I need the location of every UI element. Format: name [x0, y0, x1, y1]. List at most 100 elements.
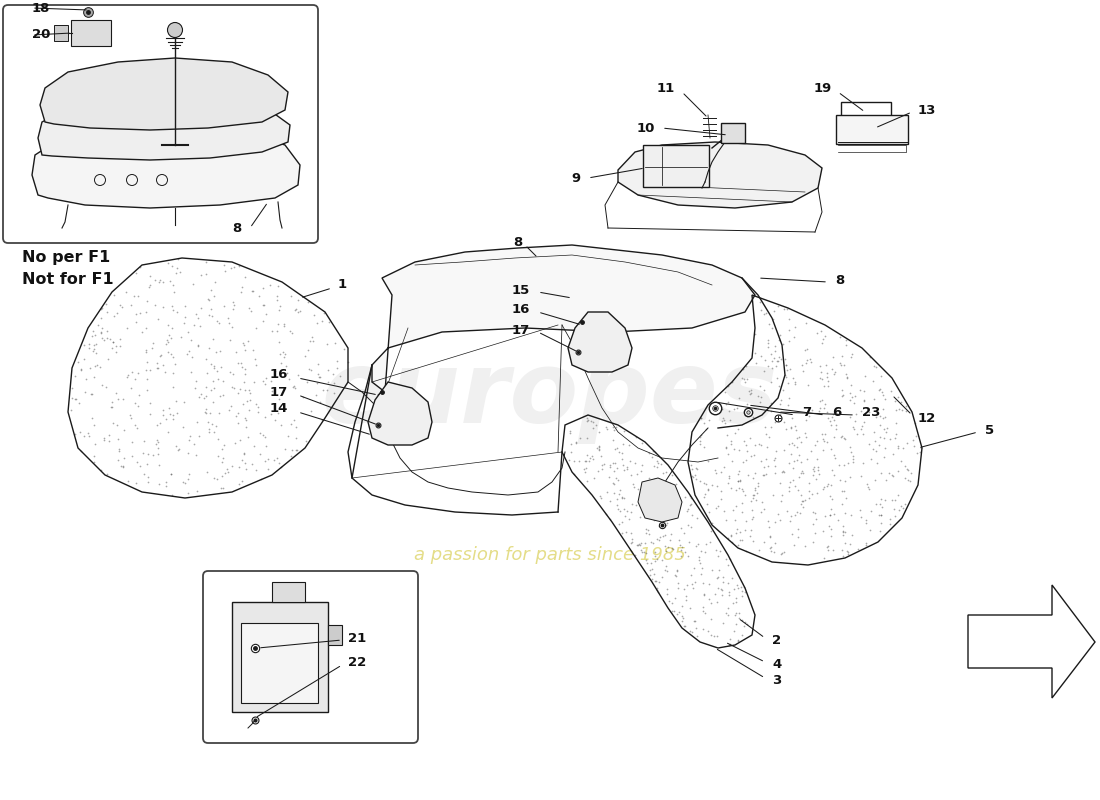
Point: [881, 518, 899, 530]
Point: [893, 404, 911, 417]
Point: [695, 417, 713, 430]
Point: [713, 485, 730, 498]
Text: 8: 8: [232, 222, 241, 234]
Text: 23: 23: [862, 406, 880, 418]
Point: [271, 303, 288, 316]
Point: [823, 493, 840, 506]
Point: [680, 503, 697, 516]
Point: [637, 522, 654, 535]
Point: [852, 420, 870, 433]
Point: [813, 373, 830, 386]
Point: [629, 538, 647, 551]
Point: [650, 534, 668, 546]
Point: [865, 442, 882, 455]
Point: [703, 629, 720, 642]
Point: [815, 379, 833, 392]
Point: [248, 322, 265, 334]
Point: [688, 473, 705, 486]
Point: [825, 351, 843, 364]
Point: [767, 416, 784, 429]
Point: [714, 576, 732, 589]
Point: [657, 545, 674, 558]
Point: [63, 403, 80, 416]
Point: [751, 396, 769, 409]
Point: [785, 330, 803, 343]
Point: [314, 315, 331, 328]
Point: [725, 583, 742, 596]
Point: [842, 387, 859, 400]
Point: [681, 624, 698, 637]
Text: 12: 12: [918, 411, 936, 425]
Point: [156, 366, 174, 379]
FancyBboxPatch shape: [842, 102, 891, 119]
Point: [692, 428, 710, 441]
Point: [867, 497, 884, 510]
Point: [776, 546, 793, 558]
Polygon shape: [39, 98, 290, 160]
Point: [899, 474, 916, 486]
Point: [652, 458, 670, 470]
Text: 8: 8: [513, 235, 522, 249]
Point: [846, 414, 864, 427]
Point: [814, 433, 832, 446]
Point: [648, 553, 666, 566]
Point: [782, 510, 800, 522]
Point: [200, 342, 218, 354]
Point: [657, 492, 674, 505]
Point: [72, 444, 89, 457]
Point: [658, 516, 675, 529]
Point: [214, 374, 232, 387]
Point: [682, 498, 700, 511]
Point: [733, 372, 750, 385]
Point: [730, 465, 748, 478]
Point: [839, 546, 857, 558]
Point: [289, 369, 307, 382]
Point: [248, 464, 265, 477]
Point: [762, 544, 780, 557]
Point: [742, 523, 760, 536]
Point: [785, 438, 803, 451]
Point: [756, 461, 773, 474]
Point: [608, 492, 626, 505]
Point: [658, 582, 675, 595]
Point: [889, 442, 906, 454]
Point: [585, 472, 603, 485]
Point: [164, 381, 182, 394]
Point: [233, 398, 251, 410]
Point: [162, 347, 179, 360]
Point: [615, 464, 632, 477]
Point: [250, 406, 267, 418]
Point: [660, 540, 678, 553]
Point: [183, 333, 200, 346]
Point: [198, 466, 216, 478]
Point: [663, 596, 681, 609]
Point: [170, 442, 188, 455]
Point: [311, 370, 329, 383]
Point: [100, 429, 118, 442]
Point: [114, 451, 132, 464]
Point: [125, 290, 143, 302]
Point: [695, 607, 713, 620]
Point: [139, 356, 156, 369]
Point: [566, 435, 584, 448]
Point: [844, 390, 861, 403]
Point: [657, 528, 674, 541]
Point: [119, 369, 136, 382]
Point: [733, 613, 750, 626]
Point: [730, 392, 748, 405]
Point: [663, 468, 681, 481]
Point: [602, 494, 619, 507]
Point: [899, 436, 916, 449]
Point: [767, 459, 784, 472]
Point: [189, 311, 207, 324]
Point: [779, 504, 796, 517]
Point: [270, 393, 287, 406]
Point: [147, 434, 165, 446]
Point: [82, 330, 100, 342]
Point: [825, 414, 843, 427]
Point: [808, 452, 826, 465]
Point: [126, 308, 144, 321]
Point: [198, 353, 216, 366]
Point: [834, 430, 851, 442]
Point: [582, 414, 600, 427]
